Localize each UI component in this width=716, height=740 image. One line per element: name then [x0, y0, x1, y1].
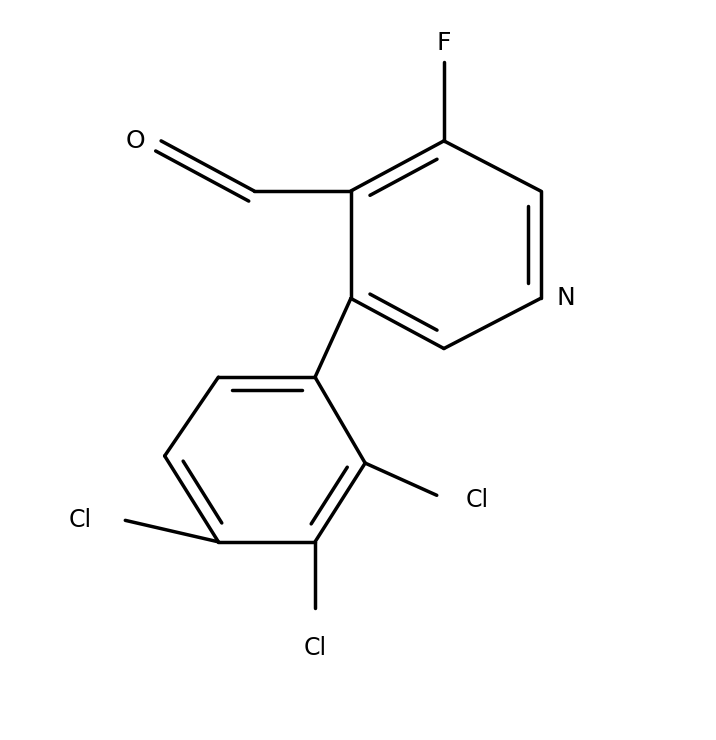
Text: Cl: Cl — [465, 488, 488, 512]
Text: O: O — [126, 129, 145, 153]
Text: F: F — [437, 31, 451, 55]
Text: Cl: Cl — [304, 636, 326, 660]
Text: N: N — [556, 286, 575, 310]
Text: Cl: Cl — [69, 508, 92, 532]
